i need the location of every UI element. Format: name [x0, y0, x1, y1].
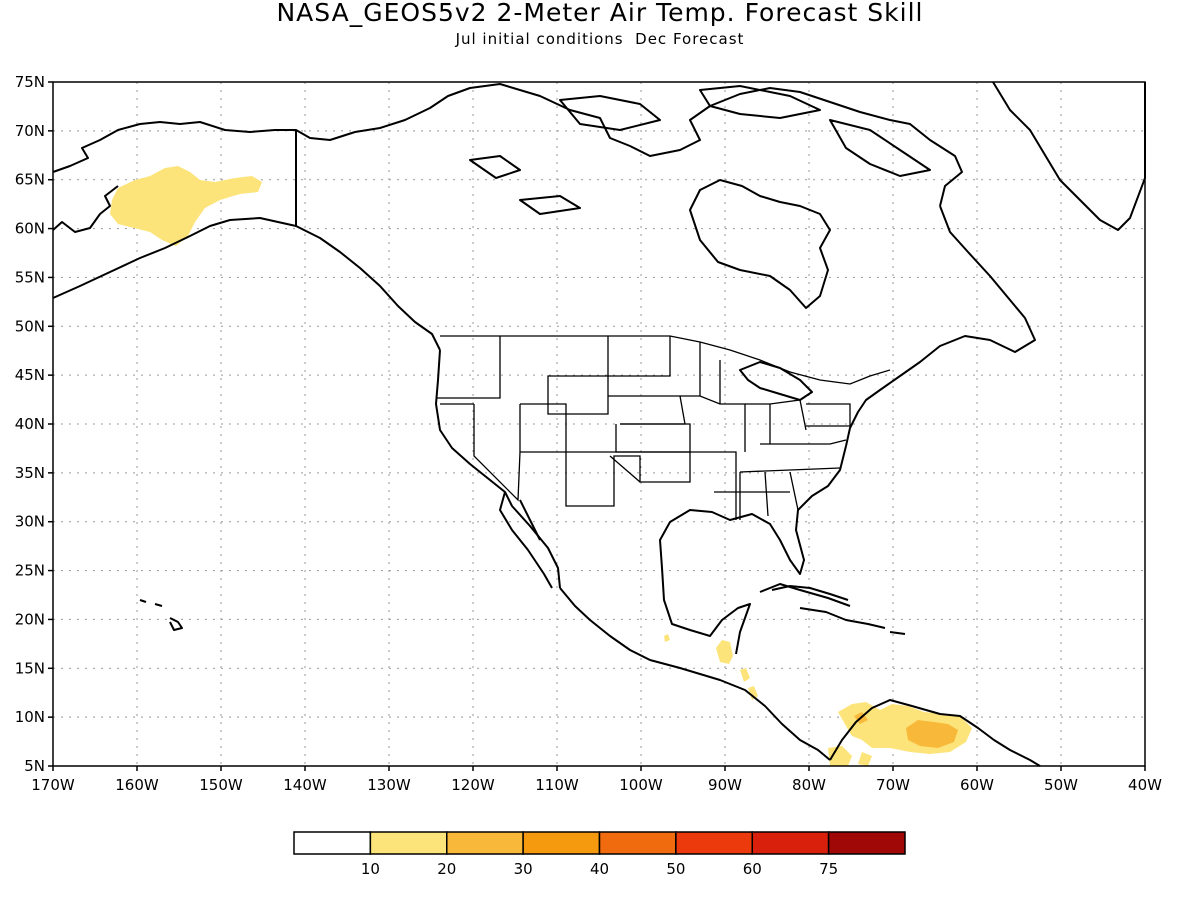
colorbar-swatch — [751, 831, 830, 855]
lat-label: 75N — [15, 73, 45, 91]
axis-ticks — [48, 81, 1146, 771]
colorbar — [293, 831, 906, 855]
colorbar-swatch — [827, 831, 906, 855]
lat-label: 65N — [15, 171, 45, 189]
longitude-labels: 170W 160W 150W 140W 130W 120W 110W 100W 90W 80W 70… — [31, 776, 1162, 794]
latitude-labels: 75N 70N 65N 60N 55N 50N 45N 40N 35N 30N 25N 20N 15N 1… — [15, 73, 45, 775]
colorbar-label: 20 — [437, 860, 456, 878]
lat-label: 25N — [15, 562, 45, 580]
colorbar-labels: 10 20 30 40 50 60 75 — [361, 860, 838, 878]
colorbar-label: 60 — [743, 860, 762, 878]
lon-label: 80W — [792, 776, 826, 794]
lat-label: 50N — [15, 317, 45, 335]
lon-label: 60W — [960, 776, 994, 794]
lat-label: 40N — [15, 415, 45, 433]
lon-label: 120W — [451, 776, 495, 794]
lon-label: 130W — [367, 776, 411, 794]
lon-label: 100W — [619, 776, 663, 794]
colorbar-swatch — [446, 831, 524, 855]
lat-label: 70N — [15, 122, 45, 140]
lat-label: 45N — [15, 366, 45, 384]
colorbar-swatch — [293, 831, 372, 855]
lon-label: 150W — [199, 776, 243, 794]
colorbar-label: 10 — [361, 860, 380, 878]
lon-label: 170W — [31, 776, 75, 794]
skill-area-central-america — [716, 640, 733, 664]
colorbar-label: 40 — [590, 860, 609, 878]
colorbar-swatch — [598, 831, 677, 855]
coastlines — [52, 81, 1146, 767]
colorbar-label: 30 — [514, 860, 533, 878]
colorbar-swatch — [522, 831, 601, 855]
lon-label: 40W — [1128, 776, 1162, 794]
skill-area-south-america-2 — [828, 746, 872, 766]
colorbar-swatch — [675, 831, 753, 855]
lon-label: 50W — [1044, 776, 1078, 794]
lat-label: 60N — [15, 220, 45, 238]
skill-area-central-america-2 — [740, 668, 758, 700]
lon-label: 160W — [115, 776, 159, 794]
lat-label: 5N — [24, 757, 45, 775]
lat-label: 30N — [15, 513, 45, 531]
skill-area-central-america-3 — [664, 634, 670, 642]
lat-label: 10N — [15, 708, 45, 726]
colorbar-swatch — [369, 831, 448, 855]
lon-label: 110W — [535, 776, 579, 794]
lon-label: 70W — [876, 776, 910, 794]
lon-label: 90W — [708, 776, 742, 794]
lon-label: 140W — [283, 776, 327, 794]
lat-label: 15N — [15, 659, 45, 677]
skill-shading — [110, 166, 972, 766]
skill-area-alaska — [110, 166, 262, 246]
colorbar-label: 75 — [819, 860, 838, 878]
colorbar-label: 50 — [666, 860, 685, 878]
chart-title: NASA_GEOS5v2 2-Meter Air Temp. Forecast … — [276, 0, 924, 27]
skill-area-south-america-orange — [906, 720, 958, 748]
state-borders — [436, 335, 891, 520]
lat-label: 55N — [15, 268, 45, 286]
lat-label: 20N — [15, 610, 45, 628]
chart-subtitle: Jul initial conditions Dec Forecast — [455, 30, 745, 48]
lat-label: 35N — [15, 464, 45, 482]
